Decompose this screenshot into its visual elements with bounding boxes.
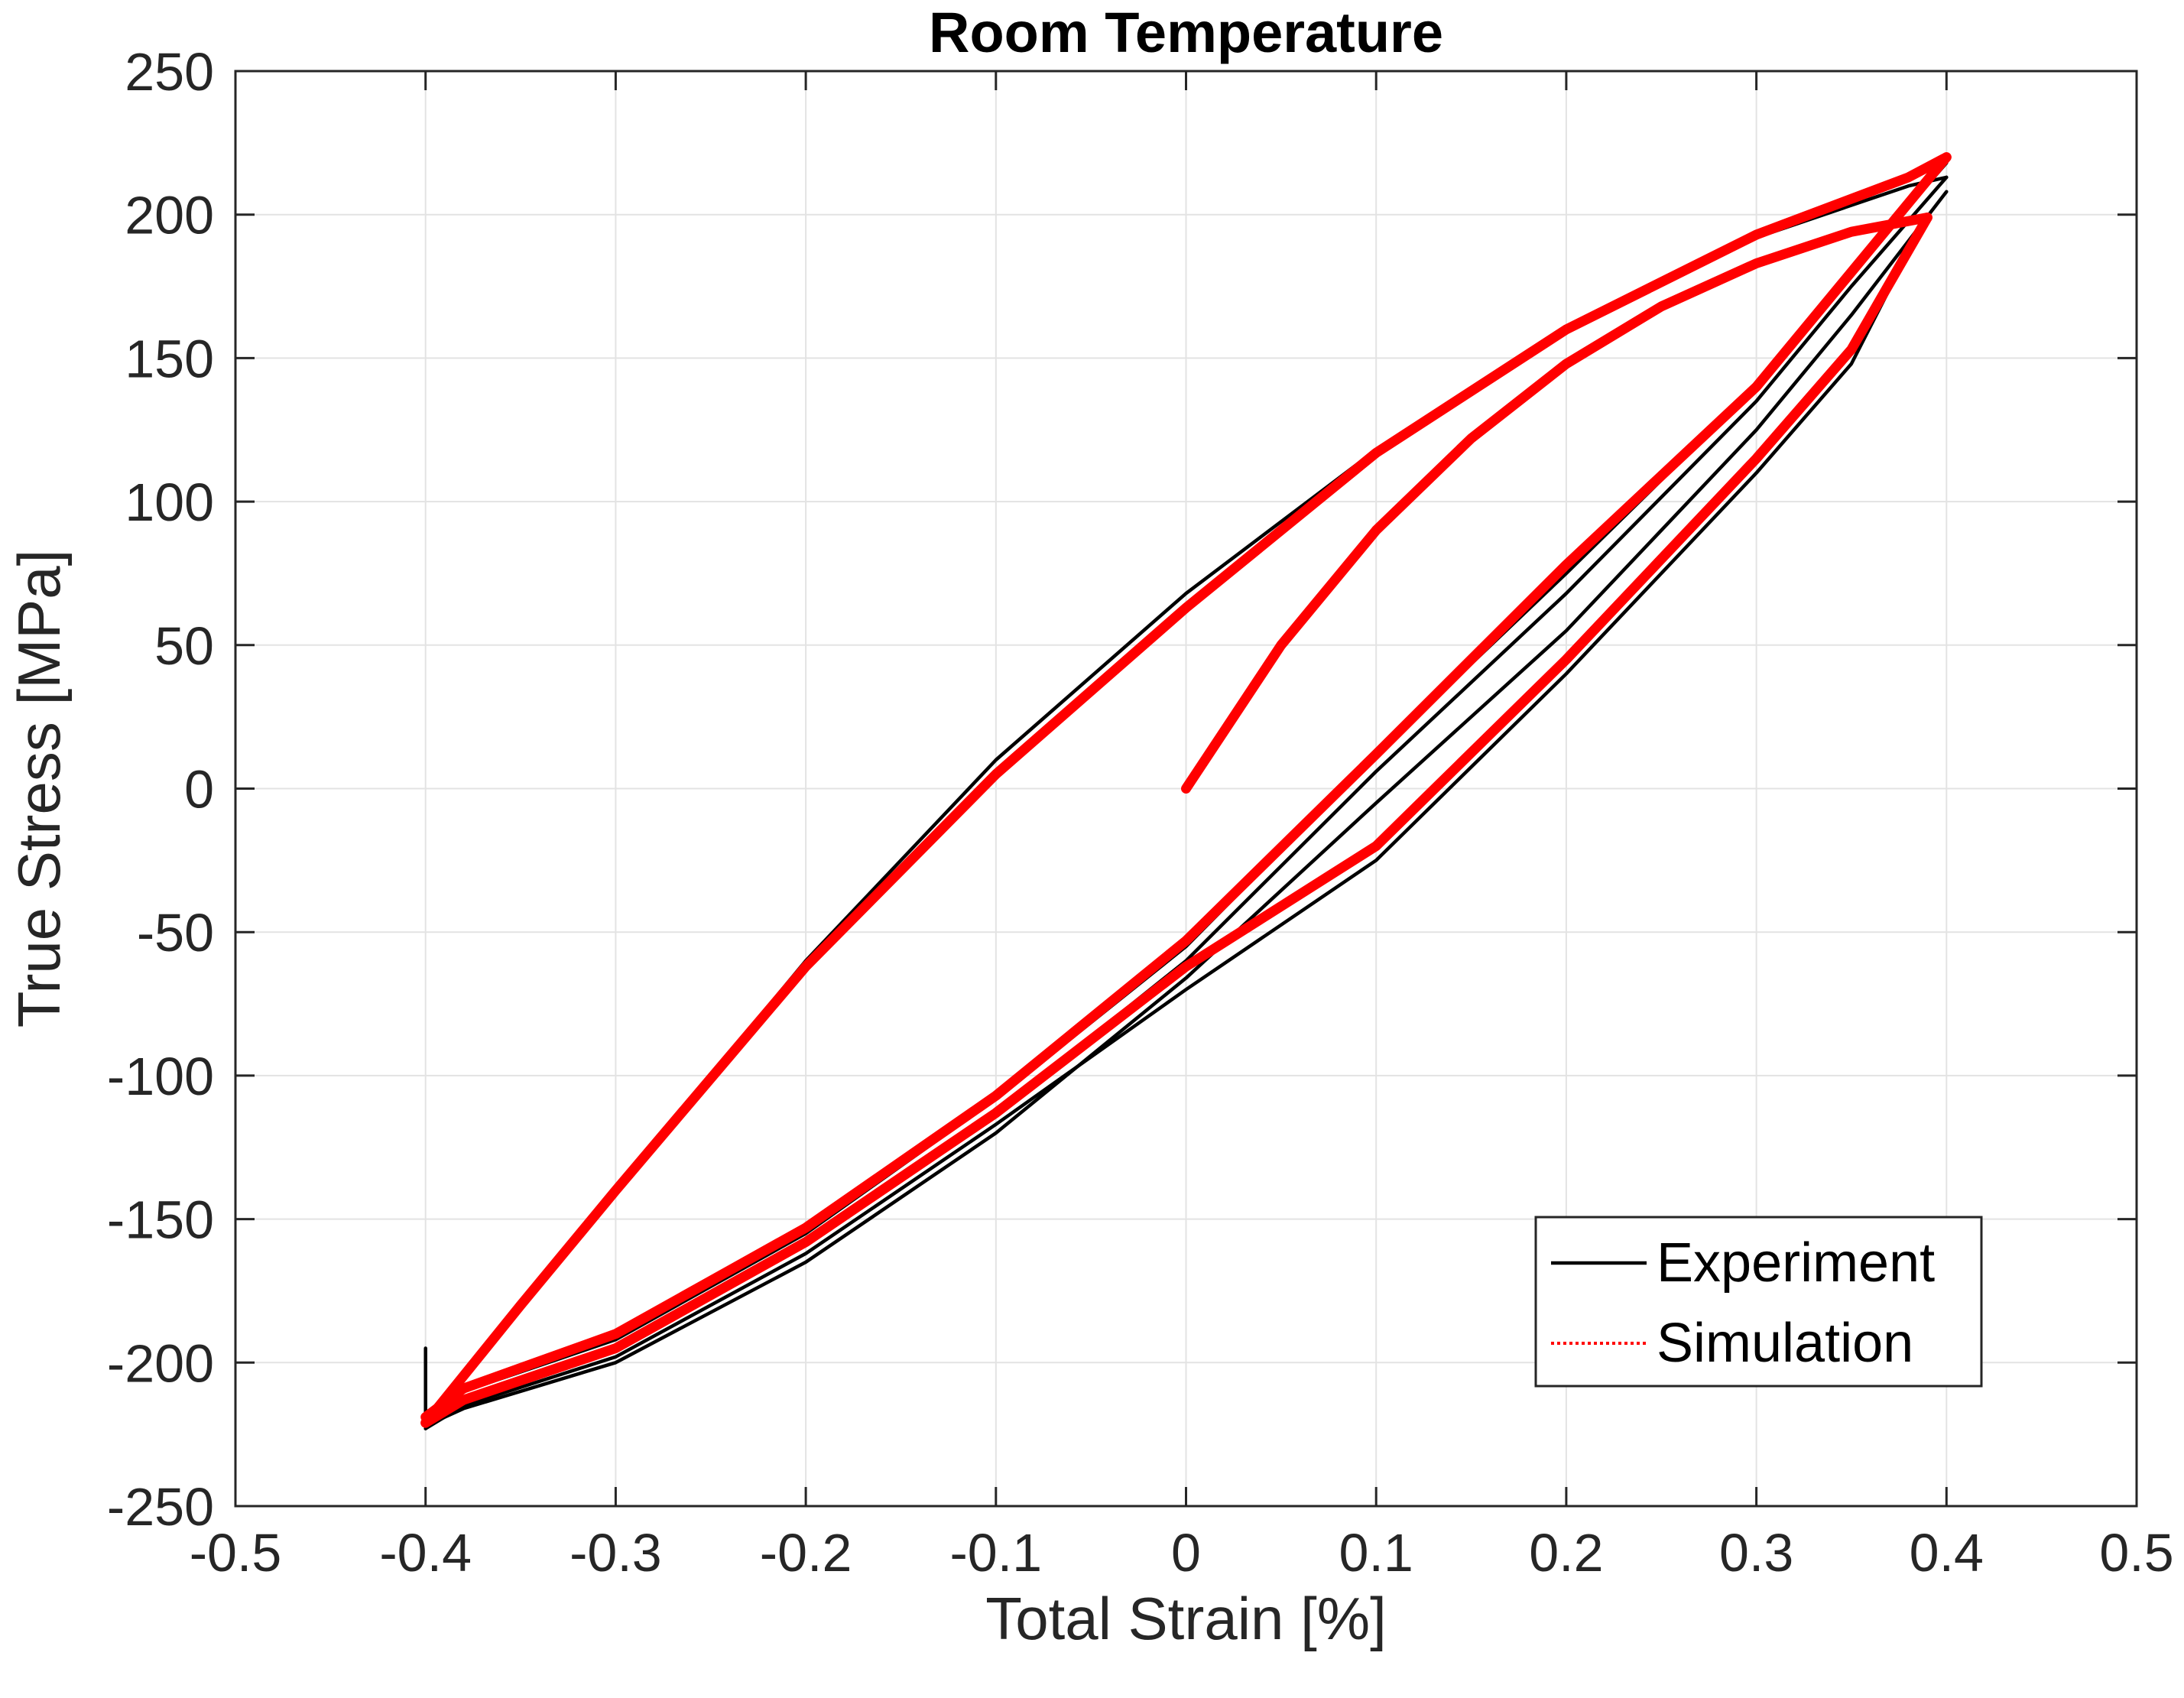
axis-ticks: -0.5 -0.4 -0.3 -0.2 -0.1 0 0.1 0.2 0.3 0.4 0.5 -250… xyxy=(107,42,2174,1583)
x-tick-label: -0.5 xyxy=(190,1523,282,1583)
experiment-curve xyxy=(423,190,1949,1428)
y-tick-label: -50 xyxy=(137,903,214,963)
x-tick-label: 0.2 xyxy=(1529,1523,1603,1583)
experiment-curve xyxy=(423,213,1929,1430)
chart-title: Room Temperature xyxy=(929,1,1443,64)
y-tick-label: 150 xyxy=(125,329,214,388)
y-tick-label: 0 xyxy=(184,760,214,820)
simulation-curve xyxy=(420,152,1952,1423)
x-tick-label: 0.1 xyxy=(1339,1523,1413,1583)
legend: Experiment Simulation xyxy=(1534,1216,1983,1388)
y-tick-label: 100 xyxy=(125,472,214,532)
x-tick-label: 0.4 xyxy=(1910,1523,1984,1583)
x-tick-label: 0 xyxy=(1171,1523,1201,1583)
x-tick-label: -0.3 xyxy=(570,1523,662,1583)
y-tick-label: -150 xyxy=(107,1190,214,1250)
x-tick-label: -0.4 xyxy=(379,1523,472,1583)
y-tick-label: -250 xyxy=(107,1477,214,1537)
x-tick-label: -0.1 xyxy=(949,1523,1042,1583)
simulation-curve xyxy=(420,152,1952,1428)
x-tick-label: 0.3 xyxy=(1719,1523,1793,1583)
legend-label-simulation: Simulation xyxy=(1657,1313,1913,1374)
y-tick-label: -100 xyxy=(107,1047,214,1106)
legend-box xyxy=(1534,1216,1983,1388)
y-tick-label: 200 xyxy=(125,186,214,245)
simulation-curve xyxy=(1181,213,1932,794)
x-tick-label: 0.5 xyxy=(2099,1523,2173,1583)
x-tick-label: -0.2 xyxy=(760,1523,852,1583)
x-axis-title: Total Strain [%] xyxy=(985,1585,1387,1652)
y-axis-title: True Stress [MPa] xyxy=(5,550,73,1028)
simulation-curve xyxy=(420,213,1932,1428)
y-tick-label: 250 xyxy=(125,42,214,102)
plot-lines xyxy=(420,152,1952,1430)
legend-label-experiment: Experiment xyxy=(1657,1232,1935,1294)
y-tick-label: 50 xyxy=(154,616,214,676)
y-tick-label: -200 xyxy=(107,1333,214,1393)
